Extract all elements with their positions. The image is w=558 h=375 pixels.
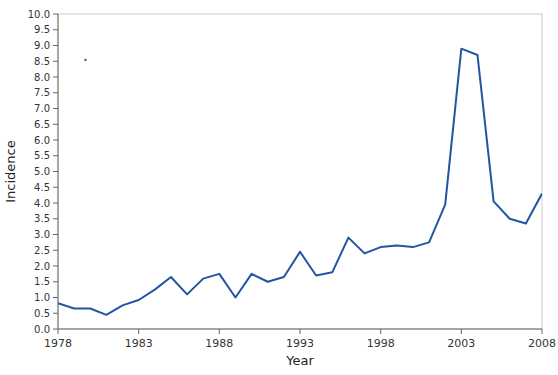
x-tick-label: 1983	[125, 337, 153, 350]
y-axis-label: Incidence	[3, 140, 18, 202]
y-tick	[53, 140, 58, 141]
y-tick-label: 6.0	[34, 135, 50, 146]
y-tick	[53, 250, 58, 251]
y-tick-label: 1.0	[34, 292, 50, 303]
y-tick-label: 6.5	[34, 119, 50, 130]
y-tick	[53, 92, 58, 93]
x-tick	[138, 329, 139, 334]
y-tick	[53, 218, 58, 219]
y-tick-label: 9.0	[34, 40, 50, 51]
x-tick-label: 2008	[528, 337, 556, 350]
x-tick	[380, 329, 381, 334]
x-tick	[461, 329, 462, 334]
y-tick	[53, 61, 58, 62]
chart: 1978 1983 1988 1993 1998 2003 2008 0.0 0.5 1.0 1.5…	[0, 0, 558, 375]
y-tick	[53, 155, 58, 156]
plot-frame	[58, 14, 542, 329]
y-tick	[53, 187, 58, 188]
y-tick-label: 4.5	[34, 182, 50, 193]
x-tick-label: 1998	[367, 337, 395, 350]
y-tick	[53, 108, 58, 109]
y-tick-label: 3.5	[34, 213, 50, 224]
x-tick	[300, 329, 301, 334]
annotation: ·	[83, 49, 89, 70]
x-tick-label: 1978	[44, 337, 72, 350]
y-tick-label: 0.0	[34, 324, 50, 335]
y-tick-label: 4.0	[34, 198, 50, 209]
y-tick-label: 7.0	[34, 103, 50, 114]
x-tick	[219, 329, 220, 334]
y-tick-label: 8.0	[34, 72, 50, 83]
y-tick	[53, 203, 58, 204]
y-tick-label: 10.0	[28, 9, 50, 20]
y-tick	[53, 171, 58, 172]
y-tick-label: 5.5	[34, 150, 50, 161]
y-tick	[53, 281, 58, 282]
data-line	[58, 49, 542, 315]
y-tick-label: 8.5	[34, 56, 50, 67]
x-axis-label: Year	[285, 353, 314, 368]
y-tick	[53, 124, 58, 125]
y-tick	[53, 329, 58, 330]
x-tick	[58, 329, 59, 334]
y-tick-label: 3.0	[34, 229, 50, 240]
x-tick	[542, 329, 543, 334]
y-tick	[53, 77, 58, 78]
plot-area	[58, 49, 542, 315]
y-tick-label: 0.5	[34, 308, 50, 319]
y-tick-label: 2.5	[34, 245, 50, 256]
y-tick	[53, 297, 58, 298]
x-tick-label: 2003	[447, 337, 475, 350]
y-tick-label: 2.0	[34, 261, 50, 272]
y-tick-label: 5.0	[34, 166, 50, 177]
y-tick-label: 9.5	[34, 24, 50, 35]
y-tick	[53, 313, 58, 314]
y-tick	[53, 14, 58, 15]
y-tick-label: 7.5	[34, 87, 50, 98]
y-tick	[53, 266, 58, 267]
y-tick-label: 1.5	[34, 276, 50, 287]
x-tick-label: 1993	[286, 337, 314, 350]
y-tick	[53, 29, 58, 30]
y-tick	[53, 45, 58, 46]
y-tick	[53, 234, 58, 235]
x-tick-label: 1988	[205, 337, 233, 350]
